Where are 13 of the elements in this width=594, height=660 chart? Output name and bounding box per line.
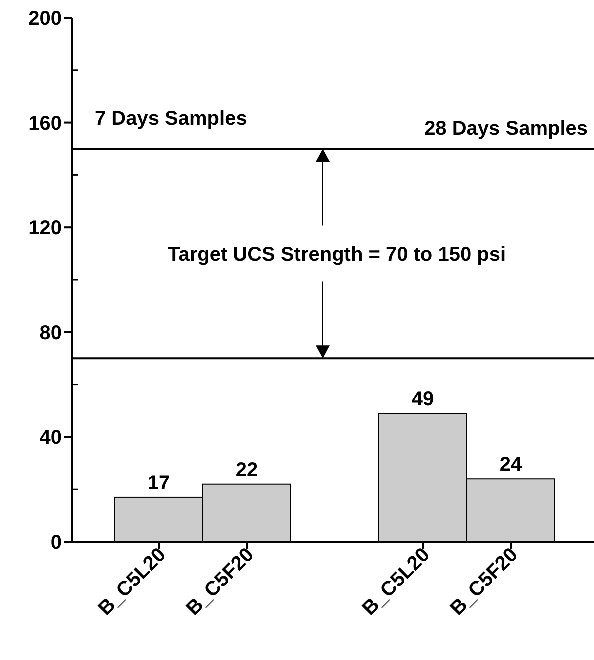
y-tick-label: 80 <box>40 322 62 344</box>
data-label: 17 <box>148 472 170 494</box>
data-label: 49 <box>412 388 434 411</box>
y-tick-label: 40 <box>40 427 62 450</box>
data-label: 22 <box>236 459 258 482</box>
annotation: Target UCS Strength = 70 to 150 psi <box>168 244 506 266</box>
y-tick-label: 200 <box>28 8 62 30</box>
annotation: 28 Days Samples <box>424 118 588 140</box>
y-tick-label: 0 <box>50 532 62 554</box>
annotation: 7 Days Samples <box>95 108 248 130</box>
data-label: 24 <box>500 454 523 476</box>
y-tick-label: 120 <box>28 218 62 240</box>
y-tick-label: 160 <box>28 112 62 135</box>
